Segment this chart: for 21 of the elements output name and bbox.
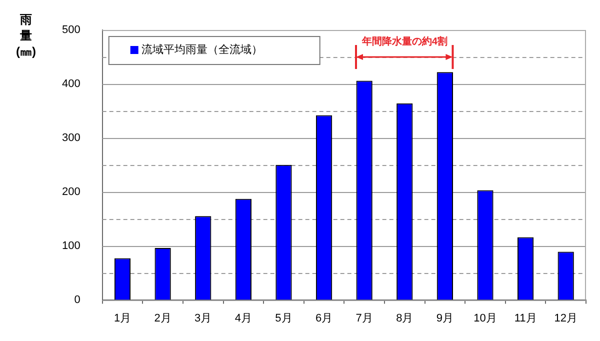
x-tick-label: 3月	[194, 312, 212, 324]
x-tick-label: 7月	[356, 312, 373, 324]
x-tick-label: 6月	[315, 312, 333, 324]
y-tick-label: 100	[62, 240, 80, 252]
annotation: 年間降水量の約4割	[360, 36, 448, 48]
legend-label: 流域平均雨量（全流域）	[141, 43, 262, 56]
x-tick-label: 2月	[154, 312, 172, 324]
x-tick-label: 5月	[275, 312, 292, 324]
y-tick-label: 0	[74, 294, 80, 306]
x-tick-label: 12月	[554, 312, 578, 324]
x-tick-label: 4月	[234, 312, 252, 324]
y-tick-label: 400	[62, 78, 80, 90]
x-tick-label: 11月	[514, 312, 537, 324]
x-tick-label: 10月	[474, 312, 497, 324]
x-tick-label: 9月	[436, 312, 454, 324]
x-tick-label: 8月	[396, 312, 414, 324]
y-axis-title: 雨量(㎜)	[16, 12, 36, 58]
x-tick-label: 1月	[114, 312, 132, 324]
y-tick-label: 200	[62, 186, 80, 198]
y-tick-label: 300	[62, 132, 80, 144]
y-tick-label: 500	[62, 24, 80, 36]
